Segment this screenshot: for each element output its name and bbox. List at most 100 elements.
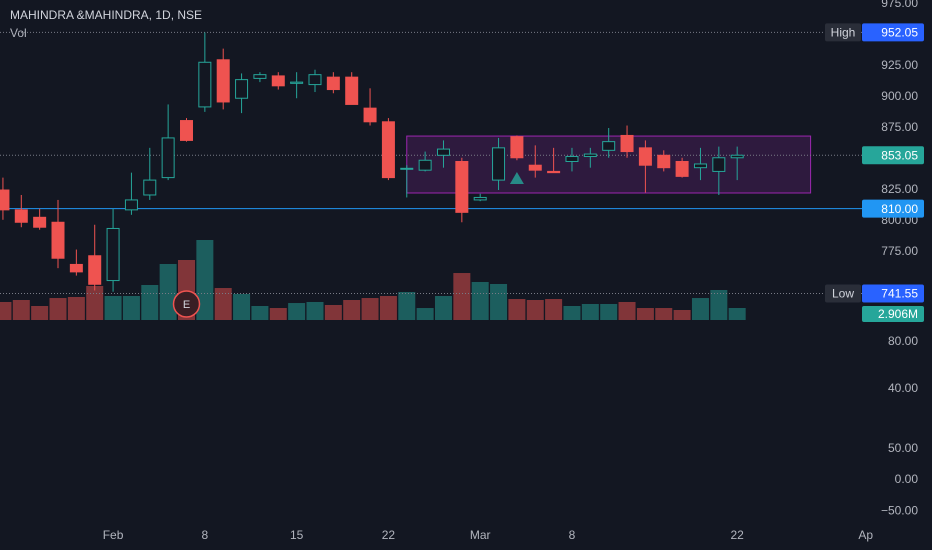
volume-bar — [691, 298, 709, 320]
pane-tick-label: −50.00 — [881, 503, 918, 517]
candle-body — [124, 199, 138, 211]
volume-bar — [214, 288, 232, 320]
x-tick-label: 8 — [569, 528, 576, 542]
volume-bar — [196, 240, 214, 320]
volume-bar — [398, 291, 416, 320]
signal-marker — [509, 171, 524, 184]
volume-bar — [710, 290, 728, 320]
volume-bar — [434, 295, 452, 320]
pane-tick-label: 80.00 — [888, 334, 918, 348]
candle-body — [14, 209, 28, 223]
volume-bar — [12, 300, 30, 320]
candle-body — [583, 153, 597, 158]
candle-body — [88, 255, 102, 285]
volume-label: 2.906M — [878, 307, 918, 321]
earnings-badge — [172, 290, 201, 318]
candle-body — [730, 154, 744, 159]
price-line-tag-label: High — [831, 26, 856, 40]
candle-body — [418, 159, 432, 171]
volume-bar — [141, 285, 159, 320]
volume-bar — [600, 304, 618, 320]
volume-bar — [251, 305, 269, 320]
volume-label-box — [862, 305, 924, 322]
candle-body — [657, 154, 671, 169]
price-line-tag-label: Low — [832, 287, 854, 301]
volume-bar — [49, 298, 67, 320]
candle-body — [620, 134, 634, 153]
price-label-box — [862, 199, 924, 218]
x-tick-label: Mar — [470, 528, 491, 542]
volume-bar — [563, 305, 581, 320]
x-tick-label: Ap — [858, 528, 873, 542]
y-tick-label: 975.00 — [881, 0, 918, 10]
candle-body — [106, 227, 120, 282]
price-label-box — [862, 23, 924, 42]
volume-bar — [86, 285, 104, 320]
volume-bar — [545, 299, 563, 320]
y-tick-label: 775.00 — [881, 244, 918, 258]
volume-bar — [104, 295, 122, 320]
volume-bar — [233, 294, 251, 320]
price-label: 741.55 — [881, 287, 918, 301]
price-line-tag — [825, 23, 861, 42]
volume-bar — [581, 304, 599, 320]
candle-body — [492, 147, 506, 181]
price-line-tag — [825, 284, 861, 303]
price-label: 810.00 — [881, 202, 918, 216]
candle-body — [510, 136, 524, 159]
x-tick-label: Feb — [103, 528, 124, 542]
earnings-label: E — [183, 299, 190, 311]
y-tick-label: 875.00 — [881, 120, 918, 134]
candle-body — [638, 147, 652, 166]
candle-body — [693, 163, 707, 169]
price-label-box — [862, 284, 924, 303]
candle-body — [675, 160, 689, 177]
chart-title: MAHINDRA &MAHINDRA, 1D, NSE — [10, 8, 202, 22]
candle-body — [179, 120, 193, 141]
candle-body — [455, 160, 469, 213]
y-tick-label: 925.00 — [881, 58, 918, 72]
candle-body — [381, 121, 395, 179]
candle-body — [547, 170, 561, 174]
price-label: 853.05 — [881, 148, 918, 162]
candle-body — [473, 196, 487, 201]
pane-tick-label: 50.00 — [888, 441, 918, 455]
chart-subtitle: Vol — [10, 26, 27, 40]
volume-bar — [306, 301, 324, 320]
candle-body — [345, 76, 359, 105]
candle-body — [198, 61, 212, 108]
candle-body — [565, 156, 579, 162]
candle-body — [235, 79, 249, 99]
volume-bar — [67, 296, 85, 320]
candle-body — [712, 157, 726, 172]
volume-bar — [490, 284, 508, 320]
volume-bar — [636, 308, 654, 320]
volume-bar — [343, 300, 361, 320]
candle-body — [216, 59, 230, 103]
y-tick-label: 900.00 — [881, 89, 918, 103]
volume-bar — [508, 299, 526, 320]
price-label: 952.05 — [881, 26, 918, 40]
volume-bar — [379, 295, 397, 320]
candle-body — [0, 189, 10, 211]
candle-body — [400, 167, 414, 170]
candle-body — [602, 141, 616, 151]
volume-bar — [471, 281, 489, 320]
candle-body — [51, 221, 65, 259]
candle-body — [436, 148, 450, 156]
y-tick-label: 825.00 — [881, 182, 918, 196]
candle-body — [253, 74, 267, 79]
volume-bar — [159, 264, 177, 320]
volume-bar — [31, 305, 49, 320]
pane-tick-label: 0.00 — [895, 472, 919, 486]
volume-bar — [122, 295, 140, 320]
candle-body — [528, 164, 542, 171]
candle-body — [33, 216, 47, 228]
candle-body — [326, 76, 340, 91]
volume-bar — [453, 273, 471, 320]
volume-bar — [618, 301, 636, 320]
x-tick-label: 22 — [730, 528, 744, 542]
volume-bar — [324, 305, 342, 320]
x-tick-label: 8 — [202, 528, 209, 542]
